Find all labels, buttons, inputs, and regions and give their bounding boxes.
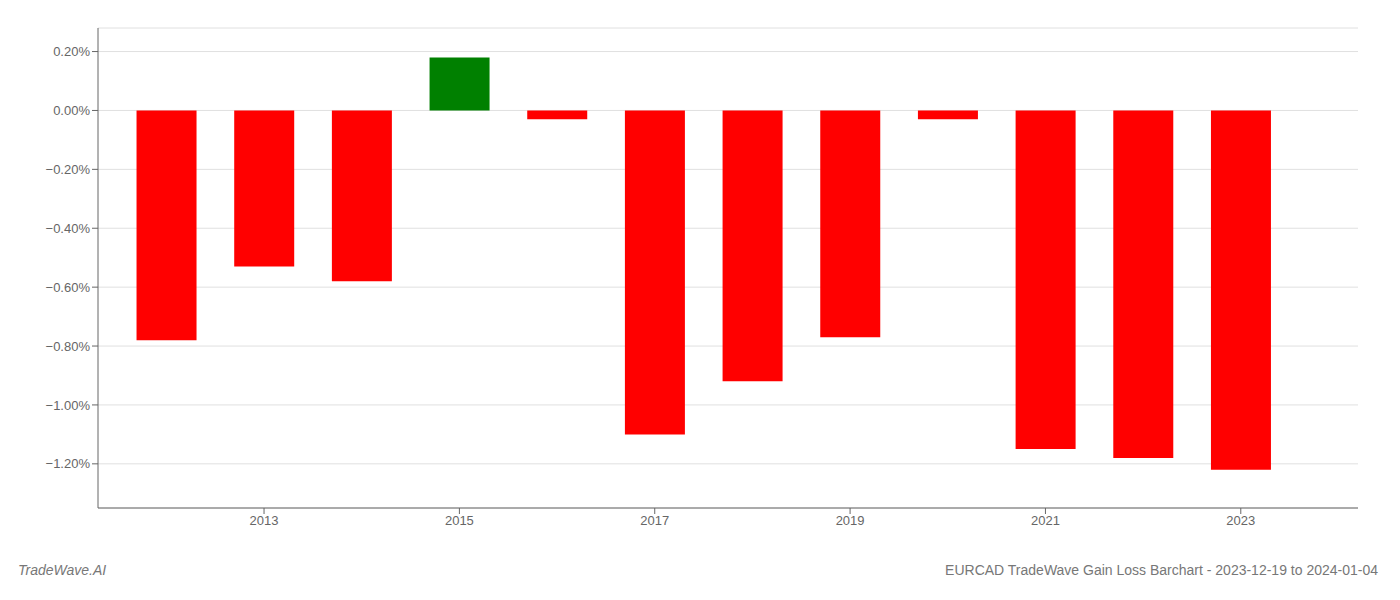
svg-text:−1.20%: −1.20%	[46, 456, 91, 471]
svg-text:2021: 2021	[1031, 513, 1060, 528]
svg-text:2019: 2019	[836, 513, 865, 528]
html-text:TradeWave.AI: TradeWave.AI	[18, 562, 107, 578]
svg-text:−1.00%: −1.00%	[46, 398, 91, 413]
svg-text:−0.80%: −0.80%	[46, 339, 91, 354]
svg-text:0.20%: 0.20%	[53, 44, 90, 59]
svg-text:−0.20%: −0.20%	[46, 162, 91, 177]
svg-text:0.00%: 0.00%	[53, 103, 90, 118]
svg-text:2017: 2017	[640, 513, 669, 528]
svg-text:2023: 2023	[1226, 513, 1255, 528]
svg-text:−0.40%: −0.40%	[46, 221, 91, 236]
svg-text:2015: 2015	[445, 513, 474, 528]
svg-text:2013: 2013	[250, 513, 279, 528]
html-text:EURCAD TradeWave Gain Loss Bar: EURCAD TradeWave Gain Loss Barchart - 20…	[945, 562, 1378, 578]
svg-text:−0.60%: −0.60%	[46, 280, 91, 295]
